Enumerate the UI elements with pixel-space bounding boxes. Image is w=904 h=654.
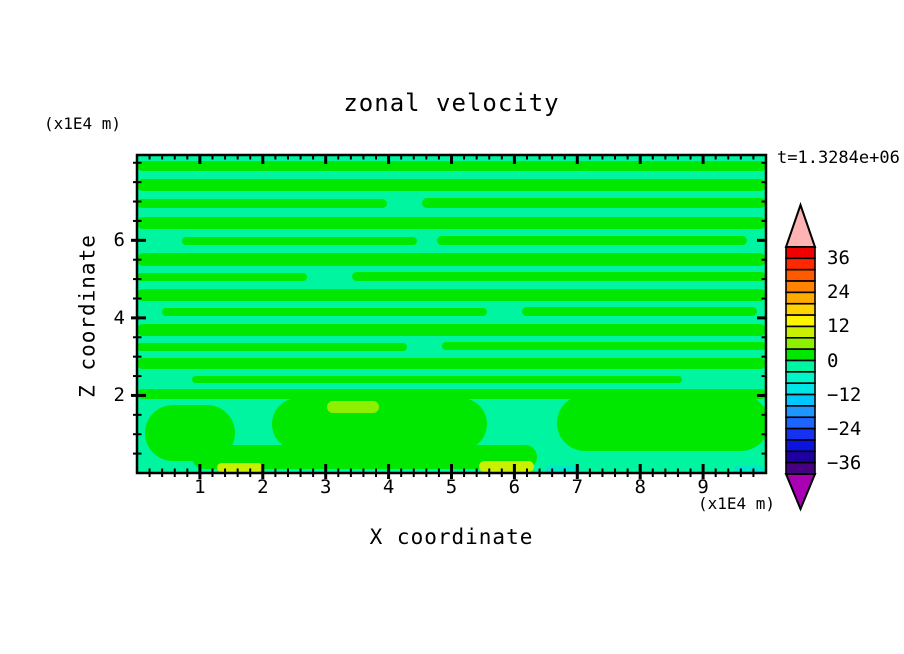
z-axis-unit-label: (x1E4 m)	[44, 114, 122, 133]
colorbar-segment	[785, 336, 816, 350]
x-tick-label: 1	[194, 476, 206, 498]
contour-band	[182, 237, 417, 245]
contour-band	[545, 466, 581, 473]
colorbar-segment	[785, 291, 816, 305]
colorbar	[784, 201, 817, 512]
contour-band	[162, 308, 487, 316]
plot-frame	[135, 153, 768, 475]
colorbar-segment	[785, 405, 816, 419]
colorbar-under-arrow	[784, 473, 817, 512]
colorbar-segment	[785, 416, 816, 430]
x-tick-label: 8	[634, 476, 646, 498]
x-tick-label: 5	[445, 476, 458, 498]
x-tick-label: 2	[257, 476, 269, 498]
colorbar-tick-label: −12	[827, 383, 862, 406]
contour-band	[137, 217, 766, 229]
colorbar-tick-label: −36	[827, 451, 862, 474]
colorbar-segment	[785, 348, 816, 362]
contour-band	[137, 324, 766, 336]
colorbar-segment	[785, 257, 816, 271]
time-label: t=1.3284e+06	[777, 148, 900, 168]
x-tick-label: 6	[508, 476, 521, 498]
contour-band	[137, 358, 766, 369]
x-tick-label: 9	[697, 476, 709, 498]
colorbar-segment	[785, 427, 816, 441]
plot-area	[131, 153, 768, 479]
contour-band	[442, 342, 766, 350]
contour-band	[217, 463, 263, 472]
colorbar-segment	[785, 359, 816, 373]
contour-band	[327, 401, 379, 413]
contour-shapes	[137, 161, 766, 473]
colorbar-segment	[785, 439, 816, 453]
colorbar-over-arrow	[784, 201, 817, 248]
colorbar-segment	[785, 393, 816, 407]
contour-band	[137, 253, 766, 266]
contour-band	[479, 461, 534, 472]
z-tick-label: 4	[113, 306, 125, 329]
contour-band	[352, 272, 766, 281]
x-tick-label: 4	[382, 476, 395, 498]
contour-band	[522, 307, 757, 316]
x-axis-unit-label: (x1E4 m)	[697, 494, 775, 513]
colorbar-segment	[785, 382, 816, 396]
contour-band	[557, 395, 766, 451]
contour-band	[137, 343, 407, 351]
contour-band	[137, 273, 307, 281]
x-axis-title: X coordinate	[369, 525, 534, 549]
contour-band	[422, 198, 766, 208]
contour-band	[192, 445, 537, 469]
x-tick-label: 7	[571, 476, 584, 498]
colorbar-segment	[785, 325, 816, 339]
plot-title: zonal velocity	[343, 89, 560, 117]
colorbar-segment	[785, 371, 816, 385]
z-tick-label: 2	[113, 384, 125, 407]
contour-band	[137, 289, 766, 301]
z-tick-label: 6	[113, 229, 125, 252]
colorbar-segment	[785, 314, 816, 328]
contour-band	[137, 179, 766, 191]
contour-band	[137, 199, 387, 208]
contour-band	[437, 236, 747, 245]
colorbar-tick-label: 0	[827, 349, 839, 372]
colorbar-segment	[785, 461, 816, 475]
contour-band	[192, 376, 682, 383]
contour-band	[272, 398, 487, 450]
colorbar-segment	[785, 302, 816, 316]
colorbar-tick-label: 24	[827, 281, 850, 304]
colorbar-segment	[785, 280, 816, 294]
colorbar-segment	[785, 450, 816, 464]
x-tick-label: 3	[319, 476, 332, 498]
colorbar-tick-label: −24	[827, 417, 862, 440]
contour-band	[137, 161, 766, 171]
colorbar-segment	[785, 268, 816, 282]
colorbar-tick-label: 12	[827, 315, 850, 338]
colorbar-tick-label: 36	[827, 247, 850, 270]
colorbar-segment	[785, 246, 816, 260]
